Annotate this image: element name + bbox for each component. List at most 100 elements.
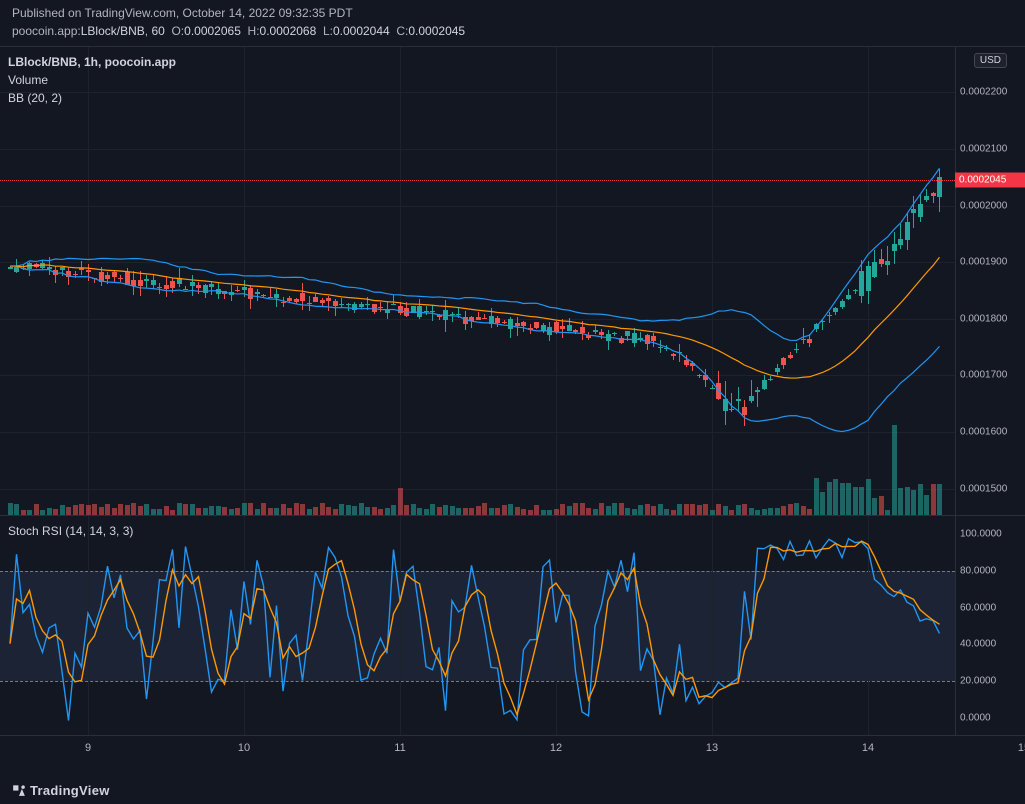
volume-bar [898,488,903,515]
h-val: 0.0002068 [260,24,317,38]
o-val: 0.0002065 [184,24,241,38]
price-pane[interactable]: 0.00015000.00016000.00017000.00018000.00… [0,46,1025,516]
volume-bar [177,503,182,515]
rsi-y-axis: 0.000020.000040.000060.000080.0000100.00… [955,516,1025,735]
volume-bar [833,479,838,515]
volume-bar [723,506,728,515]
volume-bar [755,510,760,515]
volume-bar [710,510,715,515]
rsi-pane[interactable]: 0.000020.000040.000060.000080.0000100.00… [0,516,1025,736]
volume-bar [476,506,481,515]
volume-bar [411,504,416,515]
h-label: H: [248,24,260,38]
volume-bar [183,504,188,515]
time-axis: 9101112131415 [0,736,1025,766]
volume-bar [320,503,325,515]
symbol-line: poocoin.app:LBlock/BNB, 60 O:0.0002065 H… [0,22,1025,46]
watermark-text: TradingView [30,783,110,798]
price-ytick: 0.0001800 [960,313,1007,324]
volume-bar [125,505,130,515]
volume-bar [66,507,71,515]
volume-bar [528,510,533,515]
volume-bar [73,505,78,515]
volume-bar [463,508,468,515]
volume-bar [638,505,643,515]
volume-bar [729,510,734,515]
volume-bar [560,504,565,515]
volume-bar [840,483,845,515]
volume-bar [573,503,578,515]
time-tick: 9 [85,742,91,754]
volume-bar [599,503,604,515]
volume-bar [918,484,923,515]
volume-bar [853,487,858,515]
l-label: L: [323,24,333,38]
volume-bar [300,504,305,515]
volume-bar [495,508,500,515]
volume-bar [8,503,13,515]
volume-bar [827,482,832,515]
volume-bar [47,508,52,515]
volume-bar [469,508,474,515]
volume-bar [749,508,754,515]
volume-bar [924,495,929,515]
price-ytick: 0.0002200 [960,87,1007,98]
volume-bar [27,510,32,515]
rsi-ytick: 80.0000 [960,566,996,577]
volume-bar [339,504,344,515]
price-ytick: 0.0002000 [960,200,1007,211]
time-tick: 13 [706,742,718,754]
volume-bar [359,503,364,515]
volume-bar [190,504,195,515]
volume-bar [157,509,162,515]
volume-bar [21,510,26,515]
publish-text: Published on TradingView.com, October 14… [12,6,353,20]
time-tick: 10 [238,742,250,754]
volume-bar [508,504,513,515]
volume-bar [820,492,825,515]
volume-bar [515,507,520,515]
volume-bar [92,504,97,515]
volume-bar [677,504,682,515]
volume-bar [313,507,318,515]
legend-bb: BB (20, 2) [8,89,176,107]
volume-bar [216,506,221,515]
volume-bar [378,509,383,515]
tradingview-watermark: TradingView [12,783,110,798]
volume-bar [14,504,19,515]
volume-bar [547,510,552,515]
time-tick: 12 [550,742,562,754]
volume-bar [541,510,546,515]
legend-volume: Volume [8,71,176,89]
volume-bar [606,506,611,515]
volume-bar [781,506,786,515]
time-tick: 15 [1018,742,1025,754]
volume-bar [482,503,487,515]
c-val: 0.0002045 [408,24,465,38]
volume-bar [489,508,494,515]
source: poocoin.app: [12,24,81,38]
volume-bar [164,506,169,515]
volume-bar [222,507,227,515]
volume-bar [762,509,767,515]
volume-bar [86,505,91,515]
volume-bar [79,504,84,515]
volume-bar [294,503,299,515]
volume-bar [105,504,110,515]
volume-bar [768,508,773,515]
volume-bar [333,509,338,515]
volume-bar [580,503,585,515]
volume-bar [365,507,370,515]
volume-bar [248,503,253,515]
volume-bar [138,506,143,515]
volume-bar [625,508,630,515]
volume-bar [229,509,234,515]
volume-bar [859,487,864,515]
currency-badge[interactable]: USD [974,53,1007,68]
volume-bar [196,508,201,515]
volume-bar [385,508,390,515]
volume-bar [443,505,448,515]
legend-rsi: Stoch RSI (14, 14, 3, 3) [8,522,133,540]
price-legend: LBlock/BNB, 1h, poocoin.app Volume BB (2… [8,53,176,107]
volume-bar [619,503,624,515]
